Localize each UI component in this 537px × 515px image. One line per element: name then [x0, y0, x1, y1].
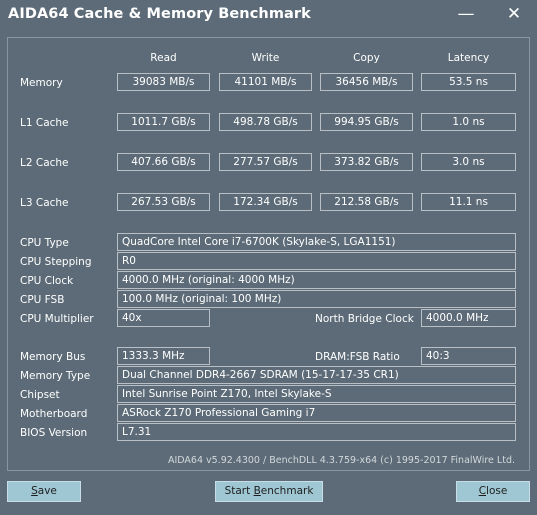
dram-fsb-ratio-label: DRAM:FSB Ratio [315, 351, 400, 363]
close-window-button[interactable]: ✕ [500, 3, 528, 25]
memory-type-value: Dual Channel DDR4-2667 SDRAM (15-17-17-3… [117, 366, 516, 384]
l2-write-value: 277.57 GB/s [219, 153, 312, 171]
dram-fsb-ratio-value: 40:3 [421, 347, 516, 365]
row-label-l1: L1 Cache [20, 117, 69, 129]
l3-read-value: 267.53 GB/s [117, 193, 210, 211]
header-copy: Copy [353, 52, 380, 64]
l2-copy-value: 373.82 GB/s [320, 153, 413, 171]
cpu-type-label: CPU Type [20, 237, 69, 249]
l1-read-value: 1011.7 GB/s [117, 113, 210, 131]
cpu-clock-value: 4000.0 MHz (original: 4000 MHz) [117, 271, 516, 289]
memory-write-value: 41101 MB/s [219, 73, 312, 91]
close-label: lose [486, 485, 508, 497]
row-label-l2: L2 Cache [20, 157, 69, 169]
header-latency: Latency [447, 52, 490, 64]
memory-bus-value: 1333.3 MHz [117, 347, 210, 365]
chipset-label: Chipset [20, 389, 60, 401]
start-label: enchmark [260, 485, 314, 497]
benchmark-panel [7, 37, 530, 471]
save-accelerator: S [31, 485, 38, 497]
close-accelerator: C [478, 485, 487, 497]
start-label-prefix: Start [224, 485, 254, 497]
cpu-type-value: QuadCore Intel Core i7-6700K (Skylake-S,… [117, 233, 516, 251]
memory-bus-label: Memory Bus [20, 351, 86, 363]
bios-version-label: BIOS Version [20, 427, 88, 439]
north-bridge-clock-label: North Bridge Clock [315, 313, 414, 325]
memory-read-value: 39083 MB/s [117, 73, 210, 91]
cpu-stepping-value: R0 [117, 252, 516, 270]
l1-write-value: 498.78 GB/s [219, 113, 312, 131]
l1-copy-value: 994.95 GB/s [320, 113, 413, 131]
l2-latency-value: 3.0 ns [421, 153, 516, 171]
cpu-multiplier-value: 40x [117, 309, 210, 327]
cpu-multiplier-label: CPU Multiplier [20, 313, 94, 325]
cpu-fsb-value: 100.0 MHz (original: 100 MHz) [117, 290, 516, 308]
cpu-stepping-label: CPU Stepping [20, 256, 92, 268]
window-title: AIDA64 Cache & Memory Benchmark [8, 6, 311, 22]
save-button[interactable]: Save [7, 481, 81, 502]
motherboard-value: ASRock Z170 Professional Gaming i7 [117, 404, 516, 422]
l3-latency-value: 11.1 ns [421, 193, 516, 211]
row-label-l3: L3 Cache [20, 197, 69, 209]
l3-copy-value: 212.58 GB/s [320, 193, 413, 211]
version-footer: AIDA64 v5.92.4300 / BenchDLL 4.3.759-x64… [167, 455, 515, 466]
l1-latency-value: 1.0 ns [421, 113, 516, 131]
motherboard-label: Motherboard [20, 408, 88, 420]
start-benchmark-button[interactable]: Start Benchmark [215, 481, 323, 502]
l3-write-value: 172.34 GB/s [219, 193, 312, 211]
minimize-icon: — [457, 4, 475, 24]
start-accelerator: B [253, 485, 261, 497]
row-label-memory: Memory [20, 77, 63, 89]
header-write: Write [251, 52, 280, 64]
minimize-button[interactable]: — [452, 3, 480, 25]
cpu-clock-label: CPU Clock [20, 275, 74, 287]
header-read: Read [150, 52, 177, 64]
chipset-value: Intel Sunrise Point Z170, Intel Skylake-… [117, 385, 516, 403]
north-bridge-clock-value: 4000.0 MHz [421, 309, 516, 327]
close-button[interactable]: Close [456, 481, 530, 502]
bios-version-value: L7.31 [117, 423, 516, 441]
memory-type-label: Memory Type [20, 370, 91, 382]
memory-latency-value: 53.5 ns [421, 73, 516, 91]
save-label: ave [37, 485, 57, 497]
close-icon: ✕ [506, 4, 522, 24]
cpu-fsb-label: CPU FSB [20, 294, 65, 306]
l2-read-value: 407.66 GB/s [117, 153, 210, 171]
memory-copy-value: 36456 MB/s [320, 73, 413, 91]
title-bar: AIDA64 Cache & Memory Benchmark — ✕ [0, 0, 537, 31]
